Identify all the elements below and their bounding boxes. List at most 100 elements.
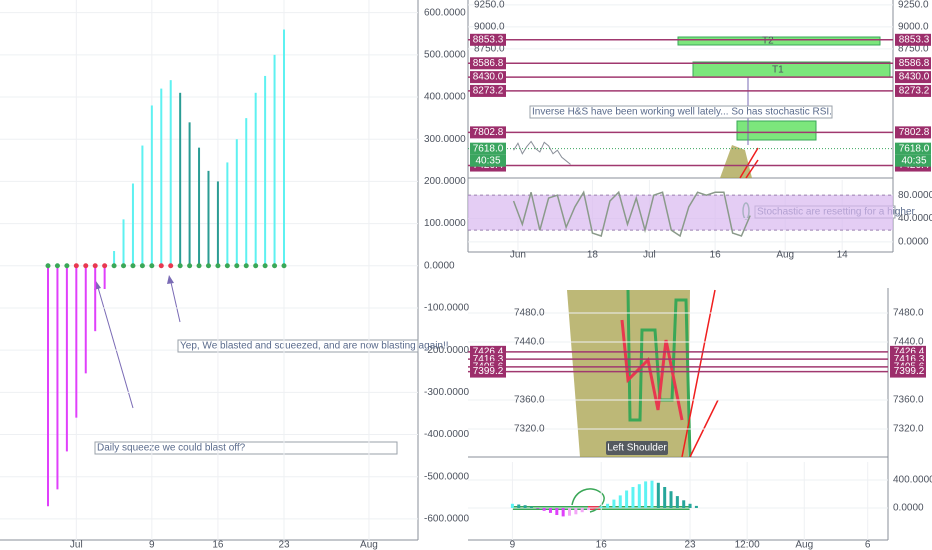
bar xyxy=(517,504,521,509)
squeeze-dot xyxy=(215,263,221,269)
y-tick-label: 7320.0 xyxy=(514,424,545,435)
trend-line xyxy=(739,147,759,179)
squeeze-dot xyxy=(243,263,249,269)
countdown-box xyxy=(895,154,931,167)
x-tick-label: Jul xyxy=(70,540,83,550)
squeeze-dot xyxy=(224,263,230,269)
bar xyxy=(283,29,285,266)
bar xyxy=(113,251,116,266)
squeeze-dot xyxy=(92,263,98,269)
x-tick-label: Jul xyxy=(643,250,656,261)
bar xyxy=(568,508,572,516)
bar xyxy=(169,80,172,266)
level-box xyxy=(890,365,926,378)
y-tick-label: 8750.0 xyxy=(474,44,505,55)
bar xyxy=(561,508,565,517)
level-box xyxy=(895,126,931,139)
x-tick-label: Jun xyxy=(510,250,526,261)
x-tick-label: 23 xyxy=(278,540,290,550)
annotation: Daily squeeze we could blast off? xyxy=(97,443,246,454)
bar xyxy=(216,181,219,266)
bar xyxy=(644,481,648,509)
squeeze-dot xyxy=(139,263,145,269)
squeeze-dot xyxy=(253,263,259,269)
current-price-box xyxy=(895,142,931,155)
y-tick-label: 400.0000 xyxy=(424,92,466,103)
arrow-head xyxy=(167,275,174,284)
current-price-box xyxy=(470,142,506,155)
y-tick-label: 8750.0 xyxy=(898,44,929,55)
bar xyxy=(264,75,267,266)
y-tick-label: -100.0000 xyxy=(424,303,469,314)
level-box xyxy=(470,126,506,139)
countdown-label: 40:35 xyxy=(901,155,926,166)
squeeze-dot xyxy=(187,263,193,269)
x-tick-label: Aug xyxy=(360,540,378,550)
bar xyxy=(542,508,546,511)
level-label: 8853.3 xyxy=(473,34,504,45)
x-tick-label: 12:00 xyxy=(735,540,760,550)
level-label: 8273.2 xyxy=(899,86,930,97)
annotation-box xyxy=(177,339,419,353)
level-label: 7426.4 xyxy=(894,346,925,357)
squeeze-dot xyxy=(54,263,60,269)
y-tick-label: 100.0000 xyxy=(424,218,466,229)
bar xyxy=(84,265,87,374)
y-tick-label: 9250.0 xyxy=(898,0,929,10)
x-tick-label: 16 xyxy=(710,250,722,261)
annotation-box xyxy=(529,105,833,119)
x-tick-label: 16 xyxy=(212,540,224,550)
squeeze-dot xyxy=(111,263,117,269)
squeeze-dot xyxy=(102,263,108,269)
bar xyxy=(606,503,610,509)
arrow xyxy=(96,283,134,409)
bar xyxy=(663,486,667,509)
bar xyxy=(625,490,629,509)
squeeze-dot xyxy=(64,263,70,269)
bar xyxy=(688,503,692,509)
y-tick-label: 0.0000 xyxy=(424,260,455,271)
bar xyxy=(65,265,68,452)
squeeze-dot xyxy=(196,263,202,269)
squeeze-dot xyxy=(272,263,278,269)
level-box xyxy=(470,71,506,84)
squeeze-dot xyxy=(281,263,287,269)
bar xyxy=(75,265,78,418)
level-label: 8586.8 xyxy=(899,58,930,69)
bar xyxy=(637,484,641,509)
squeeze-dot xyxy=(149,263,155,269)
level-label: 8273.2 xyxy=(473,86,504,97)
level-label: 7416.3 xyxy=(473,354,504,365)
bar xyxy=(694,505,698,509)
x-tick-label: 23 xyxy=(684,540,696,550)
annotation-box xyxy=(94,441,398,455)
y-tick-label: -300.0000 xyxy=(424,387,469,398)
bar xyxy=(254,92,257,266)
y-tick-label: 7480.0 xyxy=(893,308,924,319)
bar xyxy=(141,145,144,266)
y-tick-label: 300.0000 xyxy=(424,134,466,145)
bar xyxy=(548,508,552,513)
bar xyxy=(529,506,533,509)
y-tick-label: 7480.0 xyxy=(514,308,545,319)
bar xyxy=(150,105,153,266)
y-tick-label: 7320.0 xyxy=(893,424,924,435)
trend-line xyxy=(745,159,759,179)
squeeze-dot xyxy=(234,263,240,269)
x-tick-label: 16 xyxy=(596,540,608,550)
target-box xyxy=(677,36,881,46)
trend-line xyxy=(689,399,719,458)
bar xyxy=(207,170,210,266)
bar xyxy=(587,508,591,511)
level-box xyxy=(895,84,931,97)
y-tick-label: 500.0000 xyxy=(424,49,466,60)
bar xyxy=(273,54,276,266)
bar xyxy=(675,496,679,509)
y-tick-label: 80.0000 xyxy=(898,190,932,201)
band xyxy=(468,195,893,231)
squeeze-dot xyxy=(45,263,51,269)
x-tick-label: Aug xyxy=(795,540,813,550)
stochastic-line xyxy=(512,190,751,238)
